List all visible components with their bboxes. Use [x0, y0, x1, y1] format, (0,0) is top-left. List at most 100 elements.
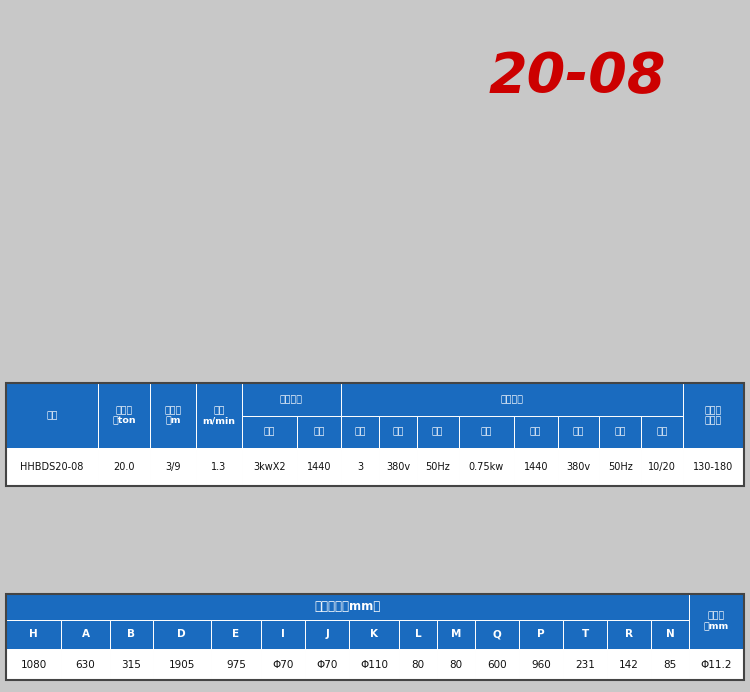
Text: 50Hz: 50Hz — [608, 462, 633, 472]
Bar — [242, 416, 297, 448]
Bar — [558, 416, 599, 448]
Bar — [349, 620, 399, 649]
Bar — [305, 649, 349, 680]
Bar — [110, 649, 153, 680]
Bar — [61, 620, 110, 649]
Bar — [682, 448, 744, 486]
Bar — [379, 448, 417, 486]
Text: K: K — [370, 630, 378, 639]
Text: 50Hz: 50Hz — [425, 462, 450, 472]
Bar — [196, 383, 242, 448]
Bar — [349, 649, 399, 680]
Text: 1080: 1080 — [20, 659, 46, 670]
Bar — [211, 649, 261, 680]
Text: A: A — [82, 630, 89, 639]
Text: 0.75kw: 0.75kw — [469, 462, 504, 472]
Bar — [475, 649, 519, 680]
Bar — [475, 620, 519, 649]
Text: 功率: 功率 — [263, 427, 275, 436]
Text: 960: 960 — [531, 659, 551, 670]
Bar — [563, 620, 607, 649]
Bar — [150, 383, 196, 448]
Text: 链条直
径mm: 链条直 径mm — [704, 612, 729, 631]
Text: 频率: 频率 — [432, 427, 443, 436]
Text: 3kwX2: 3kwX2 — [253, 462, 286, 472]
Text: 运行电机: 运行电机 — [500, 395, 523, 404]
Text: 80: 80 — [449, 659, 463, 670]
Text: 电压: 电压 — [392, 427, 404, 436]
Text: N: N — [666, 630, 674, 639]
Text: I: I — [281, 630, 285, 639]
Bar — [297, 448, 341, 486]
Bar — [305, 620, 349, 649]
Bar — [399, 620, 437, 649]
Text: L: L — [415, 630, 422, 639]
Text: 20.0: 20.0 — [113, 462, 135, 472]
Bar — [110, 620, 153, 649]
Text: 1440: 1440 — [524, 462, 548, 472]
Bar — [607, 620, 651, 649]
Bar — [61, 649, 110, 680]
Text: Φ70: Φ70 — [316, 659, 338, 670]
Bar — [458, 416, 514, 448]
Text: Φ11.2: Φ11.2 — [700, 659, 732, 670]
Text: 1440: 1440 — [307, 462, 332, 472]
Bar — [514, 448, 558, 486]
Text: 速度: 速度 — [656, 427, 668, 436]
Bar — [6, 620, 61, 649]
Bar — [98, 383, 150, 448]
Bar — [519, 649, 563, 680]
Text: J: J — [325, 630, 329, 639]
Bar — [6, 649, 61, 680]
Bar — [341, 383, 682, 416]
Bar — [341, 448, 379, 486]
Text: 380v: 380v — [566, 462, 591, 472]
Bar — [261, 620, 305, 649]
Text: 315: 315 — [122, 659, 141, 670]
Bar — [341, 416, 379, 448]
Bar — [437, 620, 475, 649]
Bar — [153, 620, 211, 649]
Bar — [153, 649, 211, 680]
Text: 85: 85 — [664, 659, 676, 670]
Text: 频率: 频率 — [614, 427, 626, 436]
Bar — [607, 649, 651, 680]
Text: 转速: 转速 — [530, 427, 542, 436]
Bar — [599, 448, 641, 486]
Bar — [417, 448, 458, 486]
Bar — [641, 448, 682, 486]
Text: 3: 3 — [357, 462, 363, 472]
Text: 142: 142 — [619, 659, 639, 670]
Bar — [297, 416, 341, 448]
Bar — [519, 620, 563, 649]
Text: 相数: 相数 — [354, 427, 366, 436]
Text: 起升高
度m: 起升高 度m — [164, 406, 182, 426]
Bar — [689, 649, 744, 680]
Bar — [437, 649, 475, 680]
Text: Φ110: Φ110 — [360, 659, 388, 670]
Text: 额定起
重ton: 额定起 重ton — [112, 406, 136, 426]
Text: 型号: 型号 — [46, 411, 58, 420]
Bar — [196, 448, 242, 486]
Text: 130-180: 130-180 — [693, 462, 734, 472]
Bar — [261, 649, 305, 680]
Text: HHBDS20-08: HHBDS20-08 — [20, 462, 83, 472]
Bar — [563, 649, 607, 680]
Bar — [98, 448, 150, 486]
Text: 1905: 1905 — [169, 659, 195, 670]
Text: 20-08: 20-08 — [489, 50, 666, 104]
Text: D: D — [178, 630, 186, 639]
Text: 1.3: 1.3 — [211, 462, 226, 472]
Text: H: H — [29, 630, 38, 639]
Text: 10/20: 10/20 — [648, 462, 676, 472]
Text: 975: 975 — [226, 659, 246, 670]
Bar — [379, 416, 417, 448]
Text: 600: 600 — [488, 659, 507, 670]
Bar — [242, 383, 341, 416]
Text: E: E — [232, 630, 239, 639]
Text: 231: 231 — [575, 659, 595, 670]
Text: P: P — [537, 630, 544, 639]
Text: 转速: 转速 — [314, 427, 325, 436]
Bar — [689, 594, 744, 649]
Text: Q: Q — [493, 630, 501, 639]
